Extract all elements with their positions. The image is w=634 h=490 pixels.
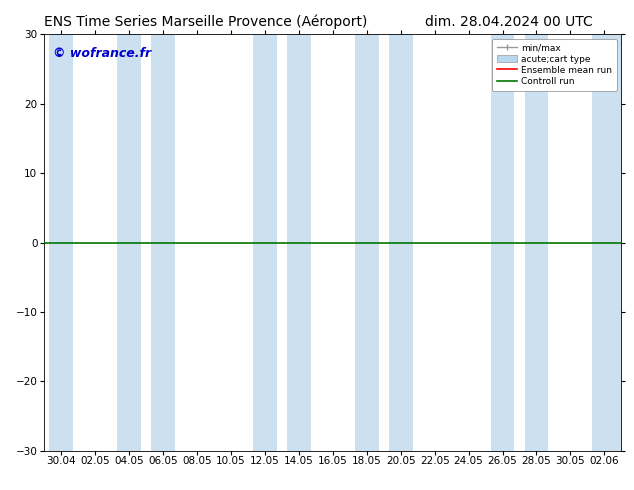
Bar: [117, 34, 141, 451]
Bar: [49, 34, 73, 451]
Text: dim. 28.04.2024 00 UTC: dim. 28.04.2024 00 UTC: [425, 15, 593, 29]
Bar: [592, 34, 634, 451]
Bar: [524, 34, 548, 451]
Bar: [355, 34, 378, 451]
Bar: [287, 34, 311, 451]
Bar: [253, 34, 277, 451]
Bar: [389, 34, 413, 451]
Text: © wofrance.fr: © wofrance.fr: [53, 47, 151, 60]
Text: ENS Time Series Marseille Provence (Aéroport): ENS Time Series Marseille Provence (Aéro…: [44, 15, 368, 29]
Legend: min/max, acute;cart type, Ensemble mean run, Controll run: min/max, acute;cart type, Ensemble mean …: [493, 39, 617, 91]
Bar: [152, 34, 175, 451]
Bar: [491, 34, 514, 451]
